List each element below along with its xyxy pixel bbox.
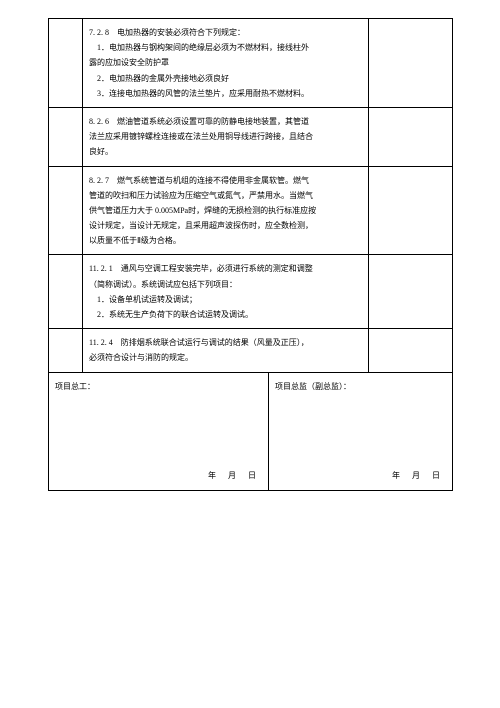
cell-left [49,19,83,108]
line: 2．系统无生产负荷下的联合试运转及调试。 [89,307,362,322]
line: 管道的吹扫和压力试验应为压缩空气或氮气，严禁用水。当燃气 [89,188,362,203]
signature-left-title: 项目总工： [55,379,95,394]
line: 11. 2. 4 防排烟系统联合试运行与调试的结果（风量及正压）， [89,335,362,350]
line: 良好。 [89,144,362,159]
cell-left [49,166,83,255]
table-row: 8. 2. 6 燃油管道系统必须设置可靠的防静电接地装置，其管道 法兰应采用镀锌… [49,107,453,166]
line: 11. 2. 1 通风与空调工程安装完毕，必须进行系统的测定和调整 [89,261,362,276]
table-row: 8. 2. 7 燃气系统管道与机组的连接不得使用非金属软管。燃气 管道的吹扫和压… [49,166,453,255]
signature-right-title: 项目总监（副总监）： [275,379,351,394]
cell-content: 11. 2. 4 防排烟系统联合试运行与调试的结果（风量及正压）， 必须符合设计… [83,329,369,372]
line: 设计规定，当设计无规定，且采用超声波探伤时，应全数检测， [89,218,362,233]
cell-right [369,329,453,372]
cell-right [369,255,453,329]
signature-table: 项目总工： 年 月 日 项目总监（副总监）： 年 月 日 [48,372,453,491]
cell-left [49,107,83,166]
cell-content: 7. 2. 8 电加热器的安装必须符合下列规定： 1．电加热器与钢构架间的绝缘层… [83,19,369,108]
cell-content: 8. 2. 7 燃气系统管道与机组的连接不得使用非金属软管。燃气 管道的吹扫和压… [83,166,369,255]
line: 1．设备单机试运转及调试； [89,292,362,307]
cell-content: 11. 2. 1 通风与空调工程安装完毕，必须进行系统的测定和调整 （简称调试）… [83,255,369,329]
line: 7. 2. 8 电加热器的安装必须符合下列规定： [89,25,362,40]
line: 8. 2. 6 燃油管道系统必须设置可靠的防静电接地装置，其管道 [89,114,362,129]
cell-left [49,255,83,329]
line: 以质量不低于Ⅱ级为合格。 [89,233,362,248]
line: 1．电加热器与钢构架间的绝缘层必须为不燃材料，接线柱外 [89,40,362,55]
table-row: 11. 2. 1 通风与空调工程安装完毕，必须进行系统的测定和调整 （简称调试）… [49,255,453,329]
line: 必须符合设计与消防的规定。 [89,350,362,365]
line: 8. 2. 7 燃气系统管道与机组的连接不得使用非金属软管。燃气 [89,173,362,188]
signature-left-cell: 项目总工： 年 月 日 [49,372,269,490]
signature-left-date: 年 月 日 [208,468,258,483]
cell-content: 8. 2. 6 燃油管道系统必须设置可靠的防静电接地装置，其管道 法兰应采用镀锌… [83,107,369,166]
line: 露的应加设安全防护罩 [89,55,362,70]
signature-right-date: 年 月 日 [392,468,442,483]
line: （简称调试）。系统调试应包括下列项目： [89,277,362,292]
line: 3．连接电加热器的风管的法兰垫片，应采用耐热不燃材料。 [89,86,362,101]
cell-left [49,329,83,372]
cell-right [369,19,453,108]
page: 7. 2. 8 电加热器的安装必须符合下列规定： 1．电加热器与钢构架间的绝缘层… [48,18,452,491]
table-row: 7. 2. 8 电加热器的安装必须符合下列规定： 1．电加热器与钢构架间的绝缘层… [49,19,453,108]
signature-right-cell: 项目总监（副总监）： 年 月 日 [269,372,453,490]
cell-right [369,166,453,255]
line: 2．电加热器的金属外壳接地必须良好 [89,71,362,86]
cell-right [369,107,453,166]
line: 供气管道压力大于 0.005MPa时，焊缝的无损检测的执行标准应按 [89,203,362,218]
table-row: 11. 2. 4 防排烟系统联合试运行与调试的结果（风量及正压）， 必须符合设计… [49,329,453,372]
line: 法兰应采用镀锌螺栓连接或在法兰处用铜导线进行跨接，且结合 [89,129,362,144]
spec-table: 7. 2. 8 电加热器的安装必须符合下列规定： 1．电加热器与钢构架间的绝缘层… [48,18,453,373]
